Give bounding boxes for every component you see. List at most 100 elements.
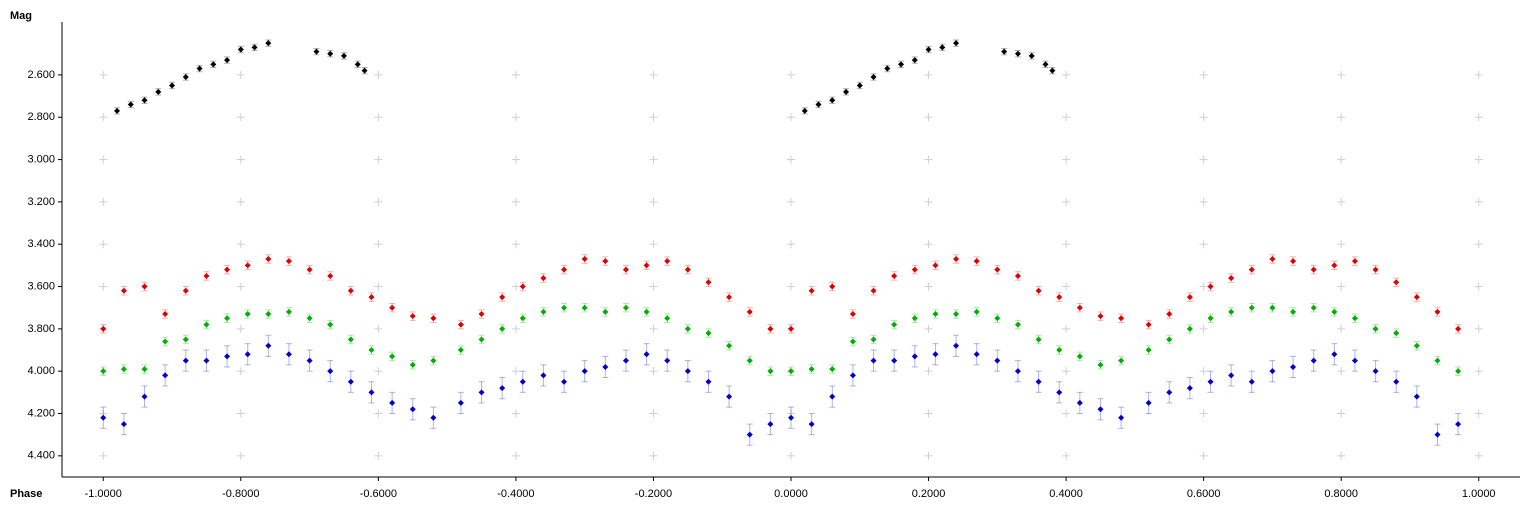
point [1331, 308, 1338, 315]
point [911, 353, 918, 360]
point [1186, 385, 1193, 392]
point [1076, 353, 1083, 360]
x-tick-label: -0.8000 [222, 488, 259, 500]
point [808, 366, 815, 373]
point [327, 368, 334, 375]
x-tick-label: 0.0000 [774, 488, 808, 500]
point [224, 353, 231, 360]
point [1455, 368, 1462, 375]
point [622, 304, 629, 311]
point [114, 107, 121, 114]
point [801, 107, 808, 114]
point [1035, 287, 1042, 294]
point [519, 378, 526, 385]
x-tick-label: 0.2000 [912, 488, 946, 500]
y-tick-label: 2.800 [27, 111, 55, 123]
point [994, 357, 1001, 364]
point [767, 421, 774, 428]
point [224, 315, 231, 322]
point [829, 393, 836, 400]
point [684, 368, 691, 375]
point [327, 50, 334, 57]
point [368, 294, 375, 301]
point [203, 272, 210, 279]
point [1145, 321, 1152, 328]
y-tick-label: 4.000 [27, 365, 55, 377]
point [746, 308, 753, 315]
point [389, 399, 396, 406]
point [911, 315, 918, 322]
point [1097, 361, 1104, 368]
point [457, 321, 464, 328]
point [265, 342, 272, 349]
point [870, 357, 877, 364]
y-tick-label: 3.800 [27, 323, 55, 335]
y-tick-label: 3.400 [27, 238, 55, 250]
point [953, 256, 960, 263]
point [932, 311, 939, 318]
point [499, 385, 506, 392]
point [368, 389, 375, 396]
point [953, 342, 960, 349]
point [1372, 266, 1379, 273]
point [354, 61, 361, 68]
point [1290, 363, 1297, 370]
point [519, 283, 526, 290]
point [870, 336, 877, 343]
point [478, 336, 485, 343]
point [519, 315, 526, 322]
point [1434, 357, 1441, 364]
point [1145, 399, 1152, 406]
point [1028, 52, 1035, 59]
point [540, 275, 547, 282]
point [306, 315, 313, 322]
x-tick-label: -0.2000 [635, 488, 672, 500]
point [409, 313, 416, 320]
point [1413, 294, 1420, 301]
point [829, 366, 836, 373]
point [306, 266, 313, 273]
point [1145, 347, 1152, 354]
point [705, 279, 712, 286]
point [664, 258, 671, 265]
point [237, 46, 244, 53]
point [746, 357, 753, 364]
x-tick-label: -0.6000 [360, 488, 397, 500]
point [1351, 258, 1358, 265]
point [808, 421, 815, 428]
point [251, 44, 258, 51]
y-tick-label: 2.600 [27, 69, 55, 81]
point [746, 431, 753, 438]
point [265, 256, 272, 263]
point [478, 389, 485, 396]
point [1434, 308, 1441, 315]
point [705, 378, 712, 385]
point [1166, 389, 1173, 396]
point [1118, 357, 1125, 364]
point [347, 378, 354, 385]
point [726, 294, 733, 301]
point [141, 97, 148, 104]
point [182, 287, 189, 294]
point [141, 366, 148, 373]
point [561, 378, 568, 385]
point [561, 304, 568, 311]
point [1228, 308, 1235, 315]
point [726, 393, 733, 400]
point [1076, 304, 1083, 311]
point [1097, 313, 1104, 320]
point [788, 414, 794, 421]
point [856, 82, 863, 89]
point [1351, 315, 1358, 322]
y-tick-label: 3.000 [27, 153, 55, 165]
point [430, 414, 437, 421]
y-tick-label: 4.200 [27, 407, 55, 419]
point [1248, 378, 1255, 385]
point [347, 287, 354, 294]
point [1049, 67, 1056, 74]
point [1413, 342, 1420, 349]
point [891, 272, 898, 279]
point [265, 40, 272, 47]
point [1331, 262, 1338, 269]
point [939, 44, 946, 51]
